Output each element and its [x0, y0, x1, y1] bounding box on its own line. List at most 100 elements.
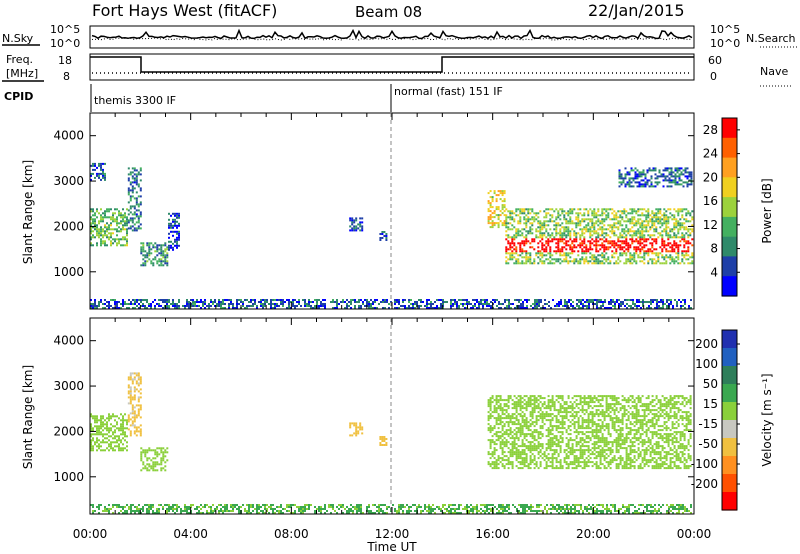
pixel-velocity [90, 427, 92, 430]
pixel-power [690, 299, 692, 301]
pixel-power [359, 217, 362, 220]
pixel-velocity [355, 426, 358, 429]
pixel-velocity [112, 415, 114, 418]
pixel-power [587, 262, 590, 265]
pixel-power [96, 305, 98, 307]
pixel-power [639, 250, 642, 253]
pixel-velocity [521, 467, 524, 470]
pixel-velocity [519, 415, 522, 418]
pixel-velocity [533, 395, 536, 398]
pixel-power [631, 258, 634, 261]
pixel-power [659, 262, 662, 265]
pixel-power [129, 199, 132, 202]
pixel-power [591, 238, 594, 241]
pixel-velocity [561, 423, 564, 426]
pixel-velocity [104, 437, 106, 440]
pixel-velocity [575, 429, 578, 432]
pixel-power [498, 307, 500, 309]
pixel-power [531, 238, 534, 241]
pixel-power [232, 307, 234, 309]
pixel-velocity [493, 463, 496, 466]
pixel-power [662, 301, 664, 303]
pixel-velocity [553, 443, 556, 446]
pixel-power [139, 173, 142, 176]
pixel-power [484, 301, 486, 303]
pixel-power [549, 214, 552, 217]
pixel-velocity [559, 449, 562, 452]
pixel-velocity [533, 457, 536, 460]
pixel-power [681, 250, 684, 253]
pixel-velocity [551, 461, 554, 464]
pixel-power [272, 299, 274, 301]
pixel-power [336, 299, 338, 301]
pixel-power [645, 240, 648, 243]
pixel-power [288, 301, 290, 303]
pixel-power [554, 305, 556, 307]
pixel-power [172, 212, 174, 215]
pixel-power [598, 301, 600, 303]
pixel-power [94, 218, 96, 221]
pixel-velocity [553, 401, 556, 404]
pixel-power [611, 254, 614, 257]
pixel-power [689, 242, 692, 245]
pixel-velocity [557, 419, 560, 422]
pixel-power [204, 299, 206, 301]
pixel-velocity [607, 427, 610, 430]
pixel-power [166, 260, 169, 263]
pixel-power [675, 224, 678, 227]
pixel-power [102, 174, 104, 177]
pixel-power [462, 303, 464, 305]
pixel-velocity [589, 457, 592, 460]
pixel-velocity [597, 441, 600, 444]
pixel-power [102, 176, 104, 179]
pixel-power [94, 162, 96, 165]
pixel-velocity [555, 427, 558, 430]
pixel-power [575, 240, 578, 243]
pixel-velocity [515, 411, 518, 414]
pixel-power [332, 301, 334, 303]
pixel-velocity [593, 445, 596, 448]
pixel-power [565, 226, 568, 229]
pixel-velocity [583, 463, 586, 466]
pixel-power [670, 175, 673, 178]
pixel-power [178, 234, 180, 237]
pixel-velocity [521, 419, 524, 422]
pixel-velocity [605, 395, 608, 398]
pixel-velocity [150, 465, 153, 468]
pixel-velocity [92, 439, 94, 442]
pixel-power [673, 214, 676, 217]
pixel-velocity [487, 401, 490, 404]
pixel-velocity [116, 421, 118, 424]
pixel-power [124, 238, 126, 241]
pixel-velocity [591, 433, 594, 436]
pixel-velocity [605, 445, 608, 448]
pixel-power [531, 222, 534, 225]
pixel-power [138, 307, 140, 309]
pixel-power [120, 230, 122, 233]
pixel-velocity [495, 431, 498, 434]
pixel-power [94, 305, 96, 307]
pixel-power [581, 250, 584, 253]
pixel-power [529, 256, 532, 259]
pixel-power [591, 222, 594, 225]
pixel-power [412, 307, 414, 309]
pixel-power [533, 220, 536, 223]
pixel-power [137, 221, 140, 224]
pixel-velocity [599, 461, 602, 464]
pixel-power [519, 254, 522, 257]
pixel-velocity [543, 413, 546, 416]
pixel-velocity [579, 457, 582, 460]
pixel-power [525, 240, 528, 243]
pixel-power [609, 230, 612, 233]
pixel-velocity [537, 443, 540, 446]
pixel-power [304, 301, 306, 303]
pixel-power [131, 205, 134, 208]
pixel-power [355, 229, 358, 232]
pixel-power [398, 307, 400, 309]
pixel-power [96, 230, 98, 233]
pixel-power [404, 307, 406, 309]
pixel-power [585, 208, 588, 211]
pixel-velocity [571, 423, 574, 426]
pixel-power [129, 211, 132, 214]
pixel-power [638, 185, 641, 188]
